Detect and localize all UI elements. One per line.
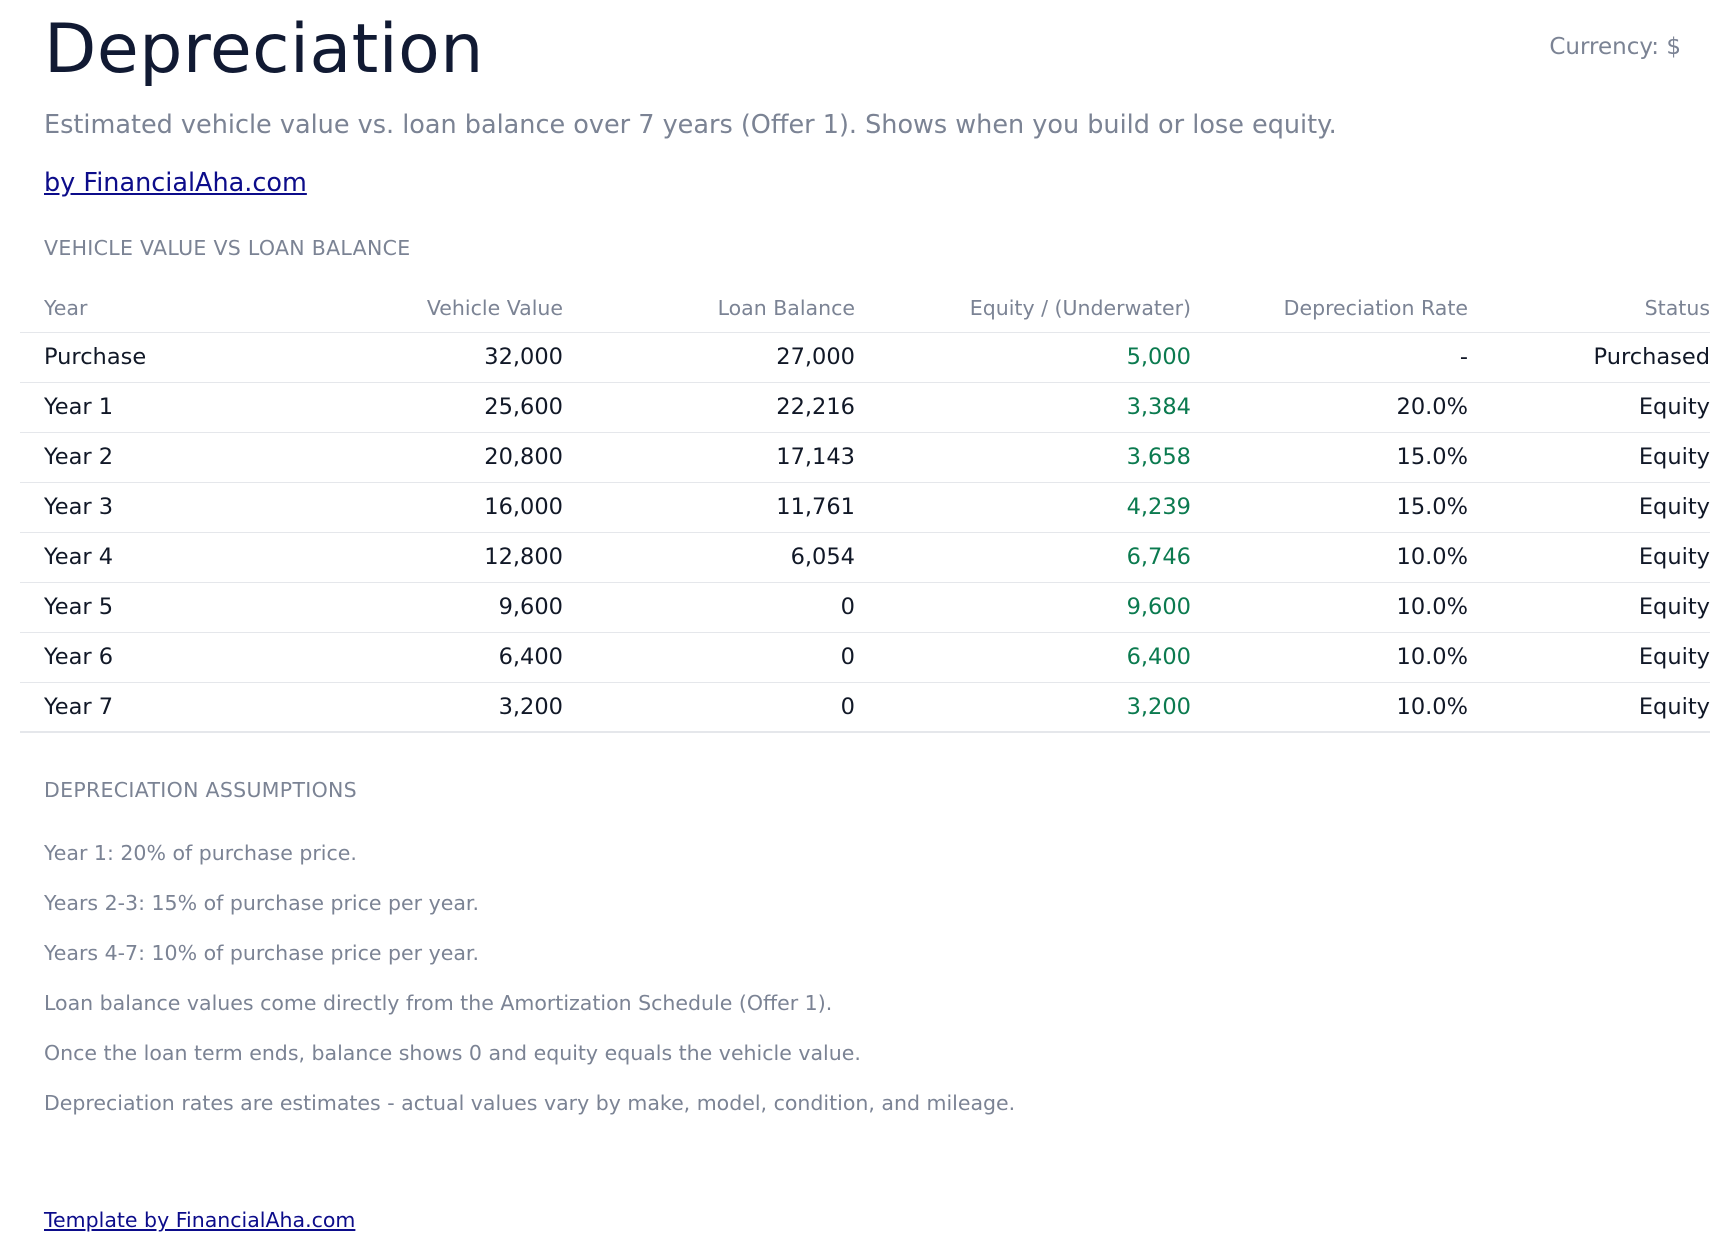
cell-status: Purchased xyxy=(1468,332,1710,383)
cell-year: Year 6 xyxy=(20,632,320,683)
cell-year: Year 5 xyxy=(20,582,320,633)
brand-link[interactable]: by FinancialAha.com xyxy=(44,168,307,198)
cell-depreciation-rate: 15.0% xyxy=(1191,432,1468,483)
currency-label: Currency: $ xyxy=(1549,34,1681,60)
cell-equity: 5,000 xyxy=(855,332,1191,383)
cell-depreciation-rate: - xyxy=(1191,332,1468,383)
table-row: Year 2 20,800 17,143 3,658 15.0% Equity xyxy=(20,432,1710,483)
cell-equity: 6,400 xyxy=(855,632,1191,683)
assumption-item: Once the loan term ends, balance shows 0… xyxy=(44,1041,861,1065)
assumption-item: Loan balance values come directly from t… xyxy=(44,991,833,1015)
cell-loan-balance: 0 xyxy=(563,682,855,733)
cell-status: Equity xyxy=(1468,432,1710,483)
assumption-item: Depreciation rates are estimates - actua… xyxy=(44,1091,1016,1115)
assumption-item: Year 1: 20% of purchase price. xyxy=(44,841,357,865)
cell-depreciation-rate: 10.0% xyxy=(1191,582,1468,633)
table-header-row: Year Vehicle Value Loan Balance Equity /… xyxy=(20,285,1710,333)
cell-equity: 3,200 xyxy=(855,682,1191,733)
cell-loan-balance: 0 xyxy=(563,582,855,633)
table-row: Year 7 3,200 0 3,200 10.0% Equity xyxy=(20,682,1710,733)
cell-equity: 3,384 xyxy=(855,382,1191,433)
column-header-loan-balance: Loan Balance xyxy=(563,285,855,333)
cell-equity: 4,239 xyxy=(855,482,1191,533)
cell-loan-balance: 27,000 xyxy=(563,332,855,383)
cell-year: Year 2 xyxy=(20,432,320,483)
cell-loan-balance: 22,216 xyxy=(563,382,855,433)
table-row: Purchase 32,000 27,000 5,000 - Purchased xyxy=(20,332,1710,383)
cell-year: Year 3 xyxy=(20,482,320,533)
cell-vehicle-value: 32,000 xyxy=(320,332,563,383)
column-header-equity: Equity / (Underwater) xyxy=(855,285,1191,333)
page-title: Depreciation xyxy=(44,10,484,89)
cell-equity: 3,658 xyxy=(855,432,1191,483)
cell-status: Equity xyxy=(1468,632,1710,683)
cell-status: Equity xyxy=(1468,582,1710,633)
cell-depreciation-rate: 10.0% xyxy=(1191,682,1468,733)
column-header-depreciation-rate: Depreciation Rate xyxy=(1191,285,1468,333)
cell-depreciation-rate: 10.0% xyxy=(1191,632,1468,683)
cell-equity: 9,600 xyxy=(855,582,1191,633)
assumptions-section-heading: DEPRECIATION ASSUMPTIONS xyxy=(44,778,357,802)
cell-status: Equity xyxy=(1468,532,1710,583)
cell-loan-balance: 0 xyxy=(563,632,855,683)
cell-year: Purchase xyxy=(20,332,320,383)
cell-depreciation-rate: 10.0% xyxy=(1191,532,1468,583)
cell-vehicle-value: 12,800 xyxy=(320,532,563,583)
cell-vehicle-value: 25,600 xyxy=(320,382,563,433)
cell-status: Equity xyxy=(1468,682,1710,733)
cell-depreciation-rate: 15.0% xyxy=(1191,482,1468,533)
column-header-vehicle-value: Vehicle Value xyxy=(320,285,563,333)
table-row: Year 3 16,000 11,761 4,239 15.0% Equity xyxy=(20,482,1710,533)
cell-status: Equity xyxy=(1468,382,1710,433)
cell-depreciation-rate: 20.0% xyxy=(1191,382,1468,433)
cell-loan-balance: 6,054 xyxy=(563,532,855,583)
footer-template-link[interactable]: Template by FinancialAha.com xyxy=(44,1208,356,1232)
cell-vehicle-value: 3,200 xyxy=(320,682,563,733)
table-row: Year 6 6,400 0 6,400 10.0% Equity xyxy=(20,632,1710,683)
table-row: Year 5 9,600 0 9,600 10.0% Equity xyxy=(20,582,1710,633)
cell-year: Year 1 xyxy=(20,382,320,433)
cell-year: Year 4 xyxy=(20,532,320,583)
cell-vehicle-value: 20,800 xyxy=(320,432,563,483)
cell-vehicle-value: 6,400 xyxy=(320,632,563,683)
cell-vehicle-value: 16,000 xyxy=(320,482,563,533)
column-header-year: Year xyxy=(20,285,320,333)
assumption-item: Years 4-7: 10% of purchase price per yea… xyxy=(44,941,479,965)
depreciation-table: Year Vehicle Value Loan Balance Equity /… xyxy=(20,285,1710,733)
cell-status: Equity xyxy=(1468,482,1710,533)
page-subtitle: Estimated vehicle value vs. loan balance… xyxy=(44,110,1337,140)
table-row: Year 4 12,800 6,054 6,746 10.0% Equity xyxy=(20,532,1710,583)
column-header-status: Status xyxy=(1468,285,1710,333)
cell-loan-balance: 11,761 xyxy=(563,482,855,533)
table-section-heading: VEHICLE VALUE VS LOAN BALANCE xyxy=(44,236,411,260)
assumption-item: Years 2-3: 15% of purchase price per yea… xyxy=(44,891,479,915)
assumptions-list: Year 1: 20% of purchase price. Years 2-3… xyxy=(44,828,1015,1128)
cell-vehicle-value: 9,600 xyxy=(320,582,563,633)
cell-equity: 6,746 xyxy=(855,532,1191,583)
table-row: Year 1 25,600 22,216 3,384 20.0% Equity xyxy=(20,382,1710,433)
cell-year: Year 7 xyxy=(20,682,320,733)
cell-loan-balance: 17,143 xyxy=(563,432,855,483)
